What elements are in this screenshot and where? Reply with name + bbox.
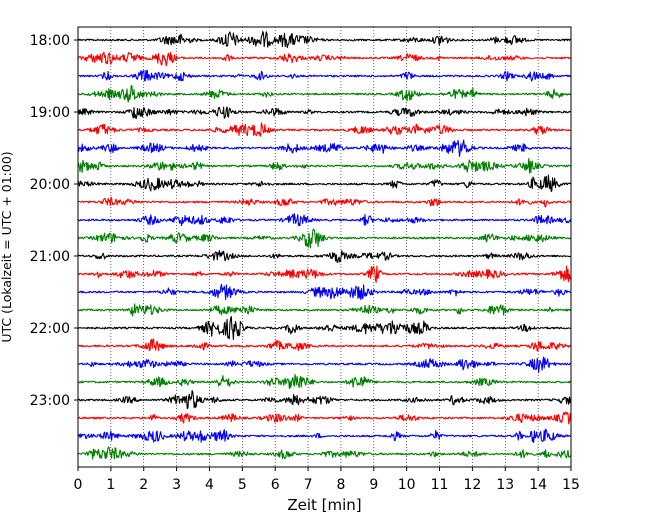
seismic-trace [77, 85, 572, 103]
seismic-trace [77, 250, 571, 263]
seismic-trace [77, 228, 572, 249]
seismic-trace [77, 303, 572, 317]
seismic-trace [77, 283, 571, 301]
seismic-trace [77, 51, 572, 67]
y-tick-label: 19:00 [30, 105, 70, 121]
x-tick-label: 14 [529, 477, 547, 493]
x-axis: 0 1 2 3 4 5 6 7 8 9 10 11 12 13 14 15 [74, 467, 580, 493]
seismic-trace [77, 315, 571, 341]
x-tick-label: 7 [304, 477, 313, 493]
seismic-trace [77, 390, 572, 410]
y-tick-label: 23:00 [30, 393, 70, 409]
seismic-trace [77, 122, 572, 137]
x-tick-label: 5 [238, 477, 247, 493]
y-tick-label: 20:00 [30, 177, 70, 193]
x-axis-label: Zeit [min] [287, 496, 361, 514]
x-tick-label: 9 [369, 477, 378, 493]
seismic-trace [77, 338, 572, 352]
x-tick-label: 8 [336, 477, 345, 493]
seismic-trace [77, 30, 572, 49]
traces [77, 30, 572, 460]
seismic-trace [77, 356, 572, 373]
seismic-trace [77, 213, 572, 227]
vertical-grid [110, 27, 539, 467]
seismic-trace [77, 428, 572, 443]
x-tick-label: 10 [398, 477, 416, 493]
y-tick-label: 22:00 [30, 321, 70, 337]
y-tick-label: 18:00 [30, 33, 70, 49]
y-tick-label: 21:00 [30, 249, 70, 265]
seismic-trace [77, 158, 572, 174]
seismic-trace [77, 446, 572, 460]
seismic-trace [77, 139, 572, 157]
y-axis-label: UTC (Lokalzeit = UTC + 01:00) [0, 151, 14, 342]
x-tick-label: 11 [431, 477, 449, 493]
seismic-trace [77, 373, 571, 390]
x-tick-label: 3 [172, 477, 181, 493]
x-tick-label: 4 [205, 477, 214, 493]
seismic-trace [77, 197, 572, 208]
x-tick-label: 12 [463, 477, 481, 493]
x-tick-label: 2 [139, 477, 148, 493]
seismic-trace [77, 265, 572, 283]
seismic-trace [77, 106, 572, 120]
seismic-trace [77, 411, 572, 425]
y-axis: 18:00 19:00 20:00 21:00 22:00 23:00 [30, 33, 78, 409]
seismic-trace [77, 174, 572, 193]
x-tick-label: 0 [74, 477, 83, 493]
x-tick-label: 6 [271, 477, 280, 493]
plot-frame [77, 26, 572, 468]
x-tick-label: 1 [106, 477, 115, 493]
x-tick-label: 13 [496, 477, 514, 493]
x-tick-label: 15 [562, 477, 580, 493]
seismic-trace [77, 69, 572, 82]
